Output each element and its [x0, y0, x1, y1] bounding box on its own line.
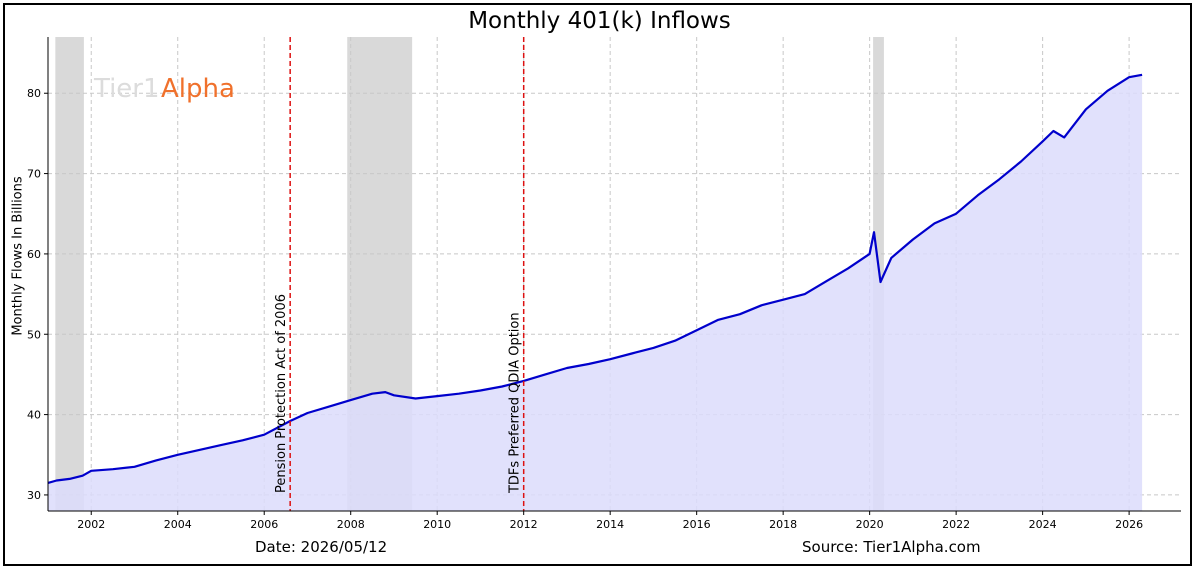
x-tick-label-2016: 2016	[683, 518, 711, 531]
chart-frame	[3, 3, 1192, 566]
axes	[44, 37, 1181, 515]
x-tick-label-2008: 2008	[337, 518, 365, 531]
y-tick-label-40: 40	[27, 409, 41, 422]
chart-title: Monthly 401(k) Inflows	[468, 8, 731, 34]
y-tick-label-60: 60	[27, 248, 41, 261]
area-fill	[48, 74, 1143, 512]
x-tick-label-2004: 2004	[164, 518, 192, 531]
x-tick-label-2020: 2020	[856, 518, 884, 531]
watermark-tier1: Tier1	[93, 74, 160, 104]
y-tick-label-70: 70	[27, 168, 41, 181]
x-tick-label-2010: 2010	[423, 518, 451, 531]
y-tick-label-50: 50	[27, 328, 41, 341]
x-tick-label-2002: 2002	[77, 518, 105, 531]
date-label: Date: 2026/05/12	[255, 538, 388, 556]
x-tick-label-2006: 2006	[250, 518, 278, 531]
x-tick-label-2024: 2024	[1029, 518, 1057, 531]
x-tick-label-2022: 2022	[942, 518, 970, 531]
tick-labels: 2002 2004 2006 2008 2010 2012 2014 2016 2018 2020…	[27, 87, 1143, 531]
event-lines: Pension Protection Act of 2006 TDFs Prefe…	[274, 37, 525, 511]
source-label: Source: Tier1Alpha.com	[802, 538, 981, 556]
x-tick-label-2012: 2012	[510, 518, 538, 531]
watermark: Tier1 Alpha	[93, 74, 235, 104]
watermark-alpha: Alpha	[161, 74, 235, 104]
recession-band-0	[55, 37, 84, 511]
y-tick-label-80: 80	[27, 87, 41, 100]
area-fill-group	[47, 73, 1143, 512]
x-tick-label-2014: 2014	[596, 518, 624, 531]
series-line	[47, 73, 1143, 484]
x-tick-label-2026: 2026	[1115, 518, 1143, 531]
x-tick-label-2018: 2018	[769, 518, 797, 531]
event-label-0: Pension Protection Act of 2006	[274, 294, 289, 493]
y-tick-label-30: 30	[27, 489, 41, 502]
event-label-1: TDFs Preferred QDIA Option	[508, 312, 523, 494]
